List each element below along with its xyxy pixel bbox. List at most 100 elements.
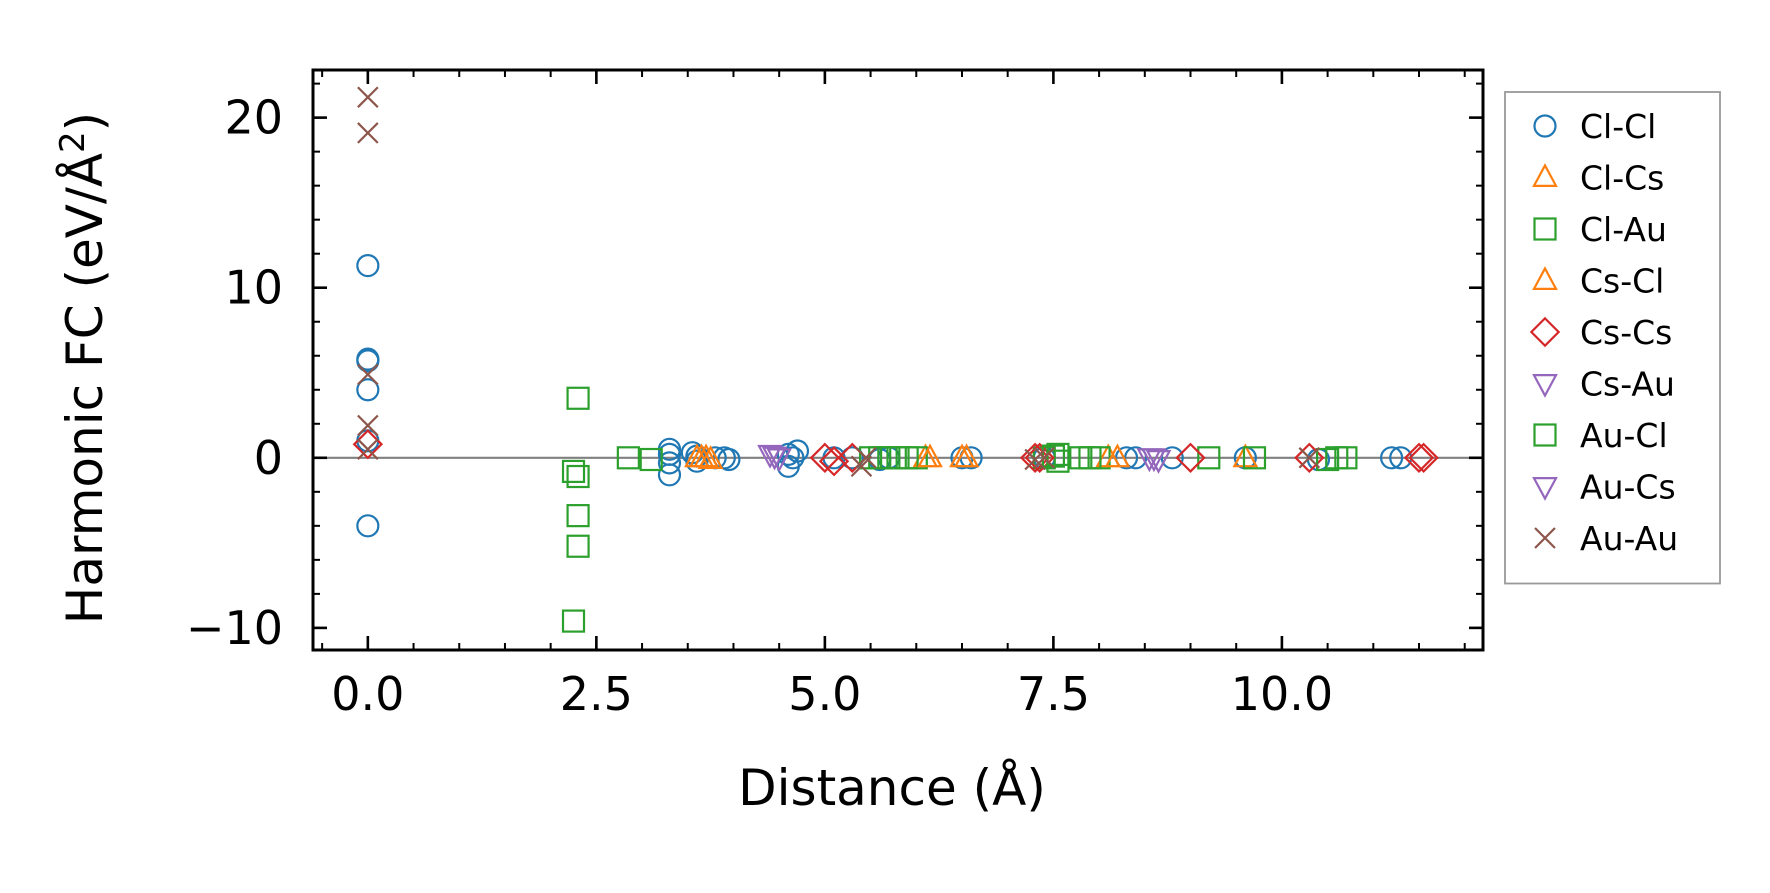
series-cl-au: [561, 386, 1358, 633]
legend-label: Au-Cs: [1580, 468, 1676, 507]
data-point: [809, 442, 841, 474]
legend-marker: [1532, 374, 1558, 398]
data-point: [1033, 447, 1055, 469]
legend-label: Cs-Cl: [1580, 262, 1664, 301]
legend-item-au-cl: Au-Cl: [1533, 416, 1668, 455]
data-point: [818, 445, 850, 477]
legend-item-au-cs: Au-Cs: [1532, 468, 1676, 507]
data-point: [356, 254, 380, 278]
data-point: [639, 447, 663, 472]
legend-label: Au-Cl: [1580, 416, 1668, 455]
data-point: [357, 86, 379, 108]
data-point: [357, 363, 379, 386]
data-point: [1124, 446, 1148, 470]
legend-marker: [1533, 217, 1557, 241]
legend-marker: [1534, 527, 1556, 549]
data-point: [356, 349, 380, 373]
data-point: [566, 386, 590, 410]
data-point: [356, 514, 380, 538]
legend-marker: [1529, 316, 1561, 348]
data-point: [1408, 442, 1439, 474]
legend-label: Cs-Cs: [1580, 313, 1672, 352]
series-au-au: [357, 86, 1321, 478]
data-point: [1019, 442, 1051, 474]
data-point: [566, 464, 590, 489]
legend-marker: [1532, 477, 1558, 501]
data-point: [566, 504, 590, 528]
plot-frame: [311, 68, 1485, 652]
legend-item-cs-au: Cs-Au: [1532, 365, 1675, 404]
data-point: [657, 463, 682, 487]
data-point: [357, 414, 379, 437]
legend-item-cl-cl: Cl-Cl: [1533, 107, 1656, 146]
legend-label: Cl-Cs: [1580, 159, 1664, 198]
legend-marker: [1533, 114, 1557, 138]
data-point: [561, 459, 586, 484]
axis-ticks: [311, 68, 1485, 652]
legend-marker: [1532, 163, 1558, 187]
data-point: [757, 444, 783, 469]
data-point: [781, 446, 805, 470]
data-point: [561, 609, 586, 633]
x-axis-title: Distance (Å): [738, 759, 1046, 817]
data-point: [761, 446, 788, 471]
data-point: [840, 446, 864, 470]
series-cs-cl: [688, 443, 1131, 468]
data-point: [766, 448, 793, 473]
tick-labels: 0.0 2.5 5.0 7.5 10.0 −10 0 10 20: [186, 91, 1333, 721]
legend-item-cs-cs: Cs-Cs: [1529, 313, 1672, 352]
legend-label: Cs-Au: [1580, 365, 1675, 404]
legend-item-cl-cs: Cl-Cs: [1532, 159, 1664, 198]
data-point: [657, 451, 682, 475]
x-tick-label: 10.0: [1231, 667, 1333, 721]
x-tick-label: 5.0: [788, 667, 861, 721]
data-point: [1242, 446, 1267, 470]
data-point: [785, 439, 810, 463]
y-axis-title-close: ): [56, 112, 114, 132]
data-point: [357, 122, 379, 144]
data-point: [1316, 447, 1340, 472]
data-point: [1334, 446, 1358, 470]
series-cl-cl: [356, 254, 1413, 538]
data-point: [1197, 446, 1221, 470]
y-tick-label: 10: [224, 261, 283, 315]
legend-marker: [1533, 423, 1557, 447]
y-axis-title-superscript: 2: [53, 131, 93, 153]
x-tick-label: 7.5: [1017, 667, 1090, 721]
legend-item-au-au: Au-Au: [1534, 519, 1678, 558]
y-tick-label: 20: [224, 91, 283, 145]
legend-marker: [1532, 266, 1558, 290]
data-point: [1298, 447, 1321, 469]
series-au-cs: [761, 446, 1163, 473]
data-point: [357, 438, 379, 461]
data-point: [717, 447, 741, 472]
data-point: [1114, 446, 1139, 470]
legend-label: Cl-Au: [1580, 210, 1667, 249]
data-point: [697, 445, 724, 470]
data-point: [1403, 442, 1435, 474]
data-point: [1104, 443, 1131, 468]
x-tick-label: 0.0: [331, 667, 404, 721]
data-point: [953, 443, 980, 468]
data-point: [1379, 446, 1404, 470]
legend-label: Cl-Cl: [1580, 107, 1656, 146]
y-tick-label: −10: [186, 601, 283, 655]
data-point: [904, 446, 928, 470]
data-point: [685, 449, 709, 473]
data-point: [688, 443, 715, 468]
data-point: [1160, 446, 1184, 470]
data-point: [855, 447, 877, 469]
y-tick-label: 0: [254, 431, 283, 485]
data-point: [1294, 442, 1325, 474]
plot-area: [313, 86, 1483, 633]
data-point: [616, 446, 640, 470]
legend-label: Au-Au: [1580, 519, 1678, 558]
y-axis-title-main: Harmonic FC (eV/Å: [56, 153, 114, 624]
y-axis-title: Harmonic FC (eV/Å2): [53, 112, 114, 624]
data-point: [1175, 442, 1206, 474]
data-point: [566, 534, 590, 558]
data-point: [1087, 446, 1111, 470]
data-point: [356, 378, 380, 402]
